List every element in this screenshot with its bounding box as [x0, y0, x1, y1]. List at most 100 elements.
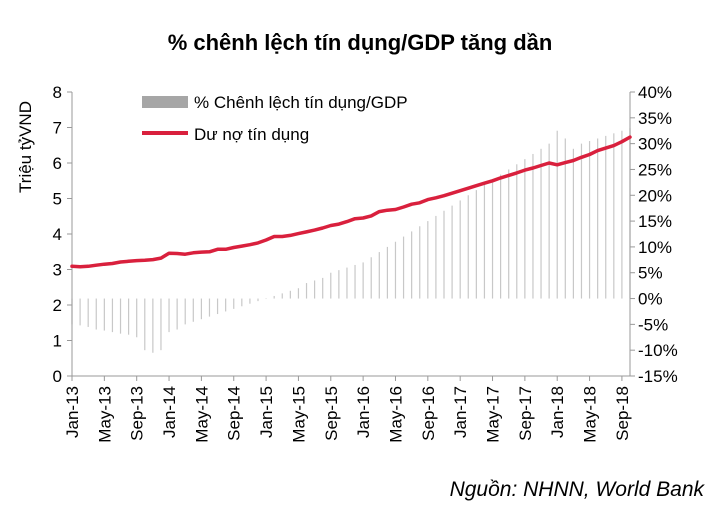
bar-gap — [580, 143, 583, 299]
bar-gap — [540, 148, 542, 299]
bar-series-gap — [71, 128, 631, 353]
bar-gap — [136, 298, 138, 338]
bar-gap — [354, 264, 356, 299]
bar-gap — [402, 236, 405, 299]
bar-gap — [475, 190, 477, 299]
bar-gap — [192, 298, 194, 322]
x-tick-label: Sep-18 — [613, 386, 632, 441]
credit-line — [70, 135, 632, 269]
bar-gap — [225, 298, 227, 312]
x-tick-label: May-13 — [95, 386, 114, 443]
bar-gap — [605, 135, 607, 299]
bar-gap — [241, 298, 243, 307]
bar-gap — [386, 246, 388, 299]
y-tick-label-left: 1 — [53, 332, 62, 351]
x-tick-label: May-15 — [289, 386, 308, 443]
y-tick-label-right: 40% — [638, 83, 672, 102]
bar-gap — [613, 133, 615, 299]
x-tick-label: Sep-16 — [419, 386, 438, 441]
x-tick-label: May-14 — [192, 386, 211, 443]
axes — [67, 91, 635, 381]
bar-gap — [621, 130, 623, 299]
bar-gap — [103, 298, 105, 331]
bar-gap — [289, 290, 291, 299]
bar-gap — [152, 298, 154, 353]
bar-gap — [491, 179, 494, 299]
y-tick-label-right: 20% — [638, 186, 672, 205]
y-tick-label-right: 15% — [638, 212, 672, 231]
bar-gap — [168, 298, 170, 333]
y-tick-label-left: 7 — [53, 119, 62, 138]
y-tick-label-right: -5% — [638, 315, 668, 334]
bar-gap — [281, 293, 283, 299]
bar-gap — [184, 298, 186, 325]
bar-gap — [79, 298, 81, 326]
x-tick-label: Sep-14 — [225, 386, 244, 441]
bar-gap — [144, 298, 146, 351]
bar-gap — [548, 143, 550, 299]
y-tick-label-right: 10% — [638, 238, 672, 257]
x-tick-label: Jan-18 — [548, 386, 567, 438]
bar-gap — [265, 298, 267, 300]
x-tick-label: Jan-16 — [354, 386, 373, 438]
bar-gap — [370, 257, 372, 299]
bar-gap — [200, 298, 202, 320]
chart-title: % chênh lệch tín dụng/GDP tăng dần — [168, 30, 553, 55]
x-tick-label: Sep-17 — [516, 386, 535, 441]
bar-gap — [87, 298, 89, 327]
bar-gap — [322, 277, 324, 299]
legend-label-line: Dư nợ tín dụng — [194, 125, 309, 144]
bar-gap — [508, 169, 510, 299]
bar-gap — [273, 295, 275, 299]
bar-gap — [208, 298, 211, 317]
bar-gap — [233, 298, 235, 309]
x-tick-label: Jan-13 — [63, 386, 82, 438]
y-tick-label-left: 4 — [53, 225, 62, 244]
bar-gap — [176, 298, 178, 330]
bar-gap — [516, 164, 518, 299]
bar-gap — [572, 148, 574, 299]
bar-gap — [257, 298, 259, 302]
bar-gap — [597, 138, 599, 299]
x-tick-label: May-18 — [581, 386, 600, 443]
bar-gap — [346, 267, 348, 299]
bar-gap — [160, 298, 162, 351]
y-tick-label-left: 5 — [53, 190, 62, 209]
bar-gap — [216, 298, 219, 315]
y-tick-label-left: 8 — [53, 83, 62, 102]
x-tick-label: Sep-15 — [322, 386, 341, 441]
bar-gap — [305, 283, 308, 299]
bar-gap — [451, 205, 453, 299]
bar-gap — [128, 298, 130, 335]
bar-gap — [297, 288, 300, 299]
x-tick-label: May-17 — [484, 386, 503, 443]
bar-gap — [411, 231, 413, 299]
bar-gap — [556, 130, 558, 299]
legend: % Chênh lệch tín dụng/GDP Dư nợ tín dụng — [142, 93, 408, 144]
legend-swatch-bar — [142, 96, 188, 108]
legend-label-bar: % Chênh lệch tín dụng/GDP — [194, 93, 408, 112]
x-tick-label: Sep-13 — [128, 386, 147, 441]
bar-gap — [111, 298, 114, 333]
x-tick-label: Jan-15 — [257, 386, 276, 438]
y-tick-label-right: -10% — [638, 341, 678, 360]
bar-gap — [427, 221, 429, 299]
bar-gap — [459, 200, 461, 299]
bar-gap — [419, 226, 421, 299]
bar-gap — [338, 270, 340, 299]
y-tick-label-left: 3 — [53, 261, 62, 280]
bar-gap — [500, 174, 502, 299]
x-tick-label: Jan-14 — [160, 386, 179, 438]
bar-gap — [95, 298, 97, 330]
y-tick-label-right: 0% — [638, 290, 663, 309]
x-tick-label: May-16 — [386, 386, 405, 443]
y-tick-label-right: 35% — [638, 109, 672, 128]
bar-gap — [394, 241, 397, 299]
bar-gap — [483, 184, 486, 299]
bar-gap — [435, 215, 437, 299]
y-tick-label-right: 30% — [638, 135, 672, 154]
bar-gap — [378, 252, 380, 299]
y-tick-label-left: 0 — [53, 367, 62, 386]
bar-gap — [314, 280, 316, 299]
